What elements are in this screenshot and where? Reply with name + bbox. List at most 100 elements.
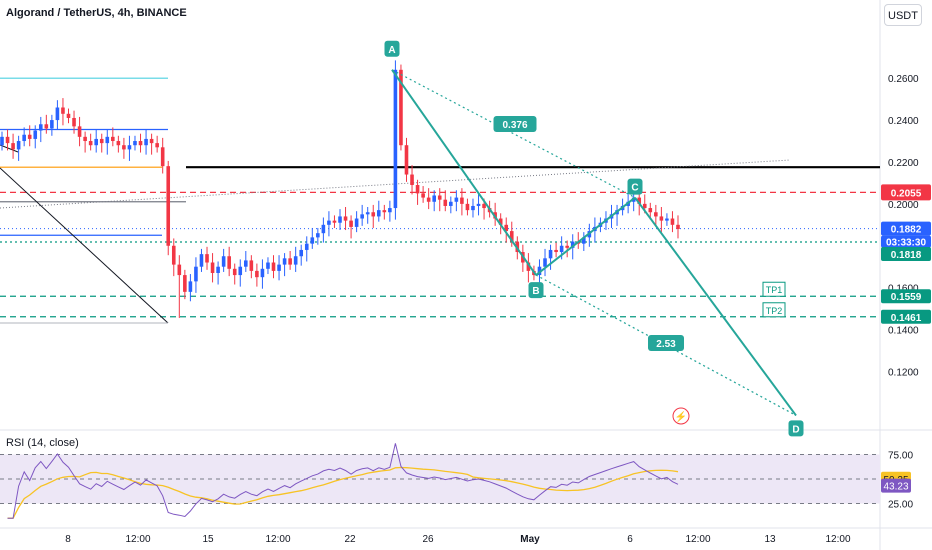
candle-body [304, 243, 309, 250]
candle-body [559, 245, 564, 253]
rsi-value-box [881, 478, 911, 493]
candle-body [415, 185, 420, 194]
candle-body [271, 262, 276, 271]
candle-body [232, 268, 237, 276]
price-label-box [881, 221, 931, 236]
y-tick-label: 0.1200 [888, 367, 919, 378]
price-axis: 0.26000.24000.22000.20000.18000.16000.14… [881, 74, 931, 378]
candle-body [138, 141, 143, 146]
candle-body [282, 258, 287, 265]
candle-body [670, 218, 675, 225]
candle-body [421, 193, 425, 198]
candlesticks [0, 60, 680, 319]
candle-body [299, 249, 304, 257]
x-tick-label: 12:00 [265, 534, 290, 545]
point-d-label: D [792, 424, 799, 435]
candle-body [133, 141, 137, 146]
x-tick-label: 12:00 [685, 534, 710, 545]
ratio-line-bd [535, 274, 797, 416]
candle-body [388, 208, 392, 213]
price-label: 0.1882 [891, 225, 922, 236]
candle-body [659, 216, 664, 221]
candle-body [554, 249, 558, 253]
candle-body [676, 224, 680, 229]
candle-body [0, 136, 4, 146]
x-tick-label: 15 [202, 534, 214, 545]
candle-body [199, 254, 204, 267]
tp-label: TP2 [766, 306, 783, 316]
candle-body [99, 138, 104, 144]
candle-body [465, 203, 470, 211]
candle-body [166, 166, 171, 246]
candle-body [116, 141, 121, 146]
candle-body [27, 134, 32, 139]
candle-body [61, 107, 65, 114]
x-tick-label: 6 [627, 534, 633, 545]
candle-body [565, 245, 569, 248]
candle-body [548, 249, 553, 259]
candle-body [509, 231, 514, 242]
candle-body [127, 145, 132, 150]
candle-body [360, 214, 364, 219]
point-b-label: B [532, 286, 539, 297]
candle-body [332, 220, 337, 223]
point-d-label-box [788, 420, 804, 437]
y-tick-label: 0.1600 [888, 284, 919, 295]
candle-body [277, 264, 281, 271]
candle-body [38, 124, 43, 131]
candle-body [471, 205, 475, 211]
candle-body [526, 262, 531, 271]
candle-body [149, 138, 154, 144]
candle-body [16, 141, 21, 150]
candle-body [33, 130, 38, 139]
tp-box [762, 281, 786, 297]
candle-body [260, 268, 265, 278]
ratio-label: 0.376 [502, 120, 527, 131]
rsi-level-label: 25.00 [888, 500, 913, 511]
candle-body [426, 197, 431, 202]
candle-body [665, 218, 669, 221]
price-label: 0.1559 [891, 292, 922, 303]
candle-body [537, 266, 542, 276]
candle-body [111, 136, 115, 142]
price-label-box [881, 246, 931, 261]
candle-body [393, 69, 398, 209]
candle-body [288, 258, 292, 265]
candle-body [221, 256, 226, 267]
price-label: 0.1818 [891, 250, 922, 261]
price-label: 0.2055 [891, 188, 922, 199]
rsi-value: 43.23 [883, 482, 908, 493]
candle-body [105, 136, 110, 144]
candle-body [266, 262, 270, 269]
candle-body [349, 220, 353, 227]
candle-body [210, 262, 215, 273]
candle-body [648, 208, 653, 213]
candle-body [83, 136, 87, 142]
rsi-line [7, 443, 679, 519]
x-tick-label: 13 [764, 534, 776, 545]
point-a-label: A [388, 45, 395, 56]
point-c-label: C [631, 183, 638, 194]
candle-body [255, 270, 259, 278]
candle-body [432, 195, 436, 202]
ratio-label-box [648, 335, 684, 351]
candle-body [249, 260, 254, 271]
candle-body [382, 210, 387, 213]
price-label: 0.1461 [891, 313, 922, 324]
candle-body [155, 143, 159, 148]
candle-body [543, 258, 547, 267]
candle-body [449, 201, 453, 206]
candle-body [582, 237, 586, 244]
candle-body [11, 143, 15, 150]
currency-button[interactable]: USDT [884, 4, 922, 26]
candle-body [194, 266, 198, 282]
y-tick-label: 0.2000 [888, 200, 919, 211]
candle-body [5, 136, 10, 144]
ratio-label: 2.53 [656, 339, 676, 350]
rsi-ma-line [7, 466, 679, 519]
candle-body [654, 212, 658, 217]
trendline-descending [0, 167, 169, 324]
candle-body [310, 237, 315, 244]
point-a-label-box [384, 40, 400, 57]
